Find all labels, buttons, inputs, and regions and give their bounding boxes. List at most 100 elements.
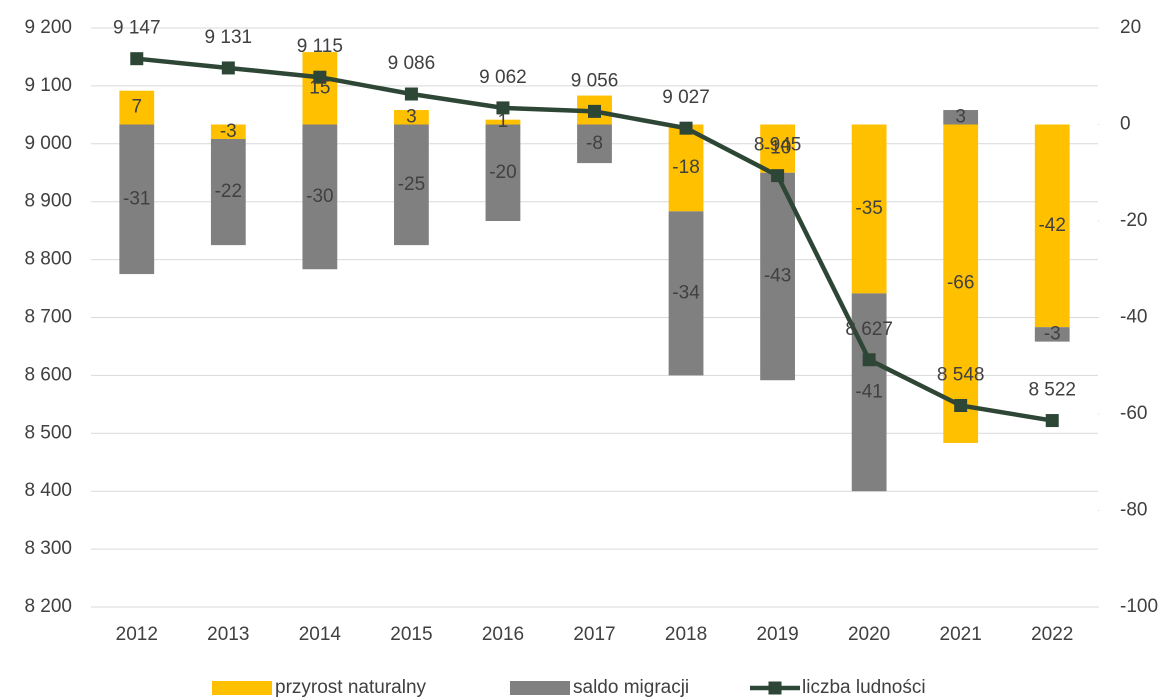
bar-segment (943, 110, 979, 125)
bars (119, 52, 1070, 492)
bar-segment (302, 52, 338, 125)
data-label: 9 131 (205, 27, 253, 48)
x-tick-label: 2012 (116, 624, 158, 645)
line-marker (496, 101, 510, 115)
bar-segment (577, 124, 612, 164)
line-marker (221, 61, 235, 75)
data-label: 8 522 (1028, 380, 1076, 401)
data-label: 8 627 (845, 319, 893, 340)
line-marker (130, 52, 144, 66)
data-label: -22 (215, 181, 242, 202)
bar-segment (851, 293, 887, 492)
bar-segment (668, 124, 704, 212)
data-label: -66 (947, 273, 974, 294)
data-label: 9 147 (113, 18, 161, 39)
y-tick-label: 9 000 (24, 133, 72, 154)
bar-segment (119, 124, 155, 275)
data-label: -25 (398, 174, 425, 195)
labels: 8 200 8 300 8 400 8 500 8 600 8 700 8 800 8 900… (24, 17, 1158, 698)
line-marker (313, 70, 327, 84)
y2-tick-label: 0 (1120, 114, 1131, 135)
y-tick-label: 9 200 (24, 17, 72, 38)
x-tick-label: 2019 (756, 624, 798, 645)
x-tick-label: 2014 (299, 624, 342, 645)
data-label: -41 (855, 381, 882, 402)
x-tick-label: 2016 (482, 624, 524, 645)
line-marker (954, 399, 968, 413)
y-tick-label: 8 800 (24, 249, 72, 270)
y2-tick-label: -80 (1120, 500, 1147, 521)
x-tick-label: 2017 (573, 624, 615, 645)
legend-swatch (510, 681, 570, 695)
data-label: 9 062 (479, 67, 527, 88)
data-label: -30 (306, 186, 333, 207)
bar-segment (210, 124, 246, 139)
data-label: -31 (123, 188, 150, 209)
line-marker (771, 169, 785, 183)
data-label: 9 056 (571, 70, 619, 91)
y-tick-label: 8 200 (24, 596, 72, 617)
y-tick-label: 8 700 (24, 307, 72, 328)
data-label: 3 (406, 106, 417, 127)
line-marker (404, 87, 418, 101)
data-label: -20 (489, 162, 516, 183)
x-tick-label: 2022 (1031, 624, 1073, 645)
bar-segment (760, 124, 795, 173)
bar-segment (394, 110, 429, 125)
line-marker (862, 353, 876, 367)
bar-segment (1034, 327, 1070, 342)
data-label: -35 (855, 198, 882, 219)
x-tick-label: 2015 (390, 624, 432, 645)
data-label: 3 (955, 106, 966, 127)
data-label: 9 027 (662, 87, 710, 108)
data-label: -18 (672, 157, 699, 178)
legend-label: saldo migracji (573, 677, 689, 698)
data-label: -43 (764, 266, 791, 287)
bar-segment (1034, 124, 1070, 328)
bar-segment (302, 124, 338, 270)
line-marker (1045, 414, 1059, 428)
bar-segment (485, 124, 521, 221)
line-marker (679, 121, 693, 135)
y2-tick-label: 20 (1120, 17, 1141, 38)
legend-label: liczba ludności (802, 677, 926, 698)
data-label: -3 (1044, 323, 1061, 344)
bar-segment (851, 124, 887, 294)
data-label: 1 (498, 111, 509, 132)
bar-segment (668, 211, 704, 376)
x-tick-label: 2021 (940, 624, 982, 645)
y-tick-label: 8 400 (24, 480, 72, 501)
legend-swatch (212, 681, 272, 695)
data-label: 15 (309, 77, 330, 98)
x-tick-label: 2013 (207, 624, 249, 645)
x-tick-label: 2020 (848, 624, 890, 645)
y2-tick-label: -100 (1120, 596, 1158, 617)
legend-label: przyrost naturalny (275, 677, 427, 698)
y-tick-label: 8 600 (24, 364, 72, 385)
y-tick-label: 9 100 (24, 75, 72, 96)
data-label: -42 (1038, 215, 1065, 236)
data-label: 8 548 (937, 365, 985, 386)
data-label: -8 (586, 133, 603, 154)
data-label: -10 (764, 138, 791, 159)
line-marker (588, 104, 601, 118)
data-label: 8 945 (754, 135, 802, 156)
bar-segment (210, 138, 246, 246)
data-label: 9 115 (297, 36, 343, 57)
y2-tick-label: -60 (1120, 403, 1147, 424)
bar-segment (760, 172, 795, 381)
data-label: -34 (672, 282, 700, 303)
bar-segment (119, 90, 155, 125)
y-tick-label: 8 500 (24, 422, 72, 443)
bar-segment (394, 124, 429, 246)
legend-swatch (768, 681, 782, 695)
y-tick-label: 8 300 (24, 538, 72, 559)
data-label: 9 086 (388, 53, 436, 74)
data-label: -3 (220, 121, 237, 142)
bar-segment (485, 119, 521, 125)
bar-segment (943, 124, 979, 443)
line-layer (130, 52, 1059, 428)
y-tick-label: 8 900 (24, 191, 72, 212)
y2-tick-label: -40 (1120, 307, 1147, 328)
